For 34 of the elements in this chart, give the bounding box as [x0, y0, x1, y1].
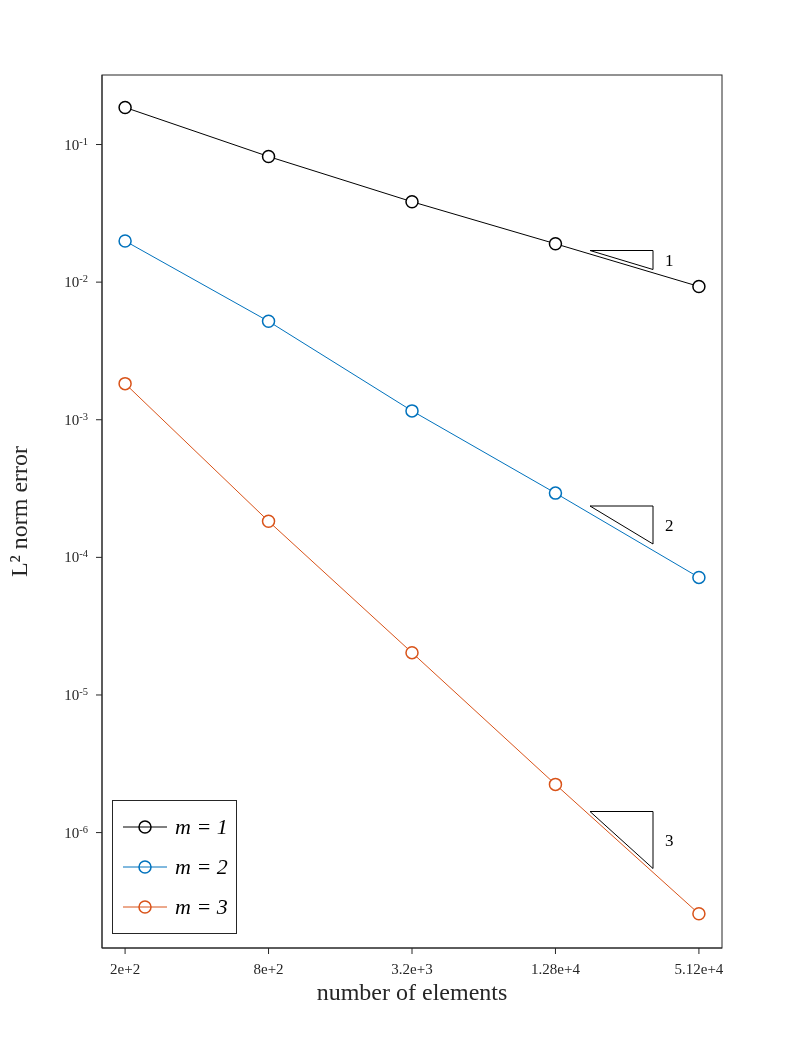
point — [118, 376, 132, 391]
point — [548, 237, 563, 251]
y-tick-label: 10$^{-6}$ — [64, 823, 88, 841]
y-tick-label: 10$^{-4}$ — [64, 547, 89, 566]
legend-label: m = 1 — [175, 814, 228, 840]
point — [261, 149, 276, 164]
x-tick-label: 2e+2 — [110, 961, 141, 977]
y-tick-label: 10$^{-5}$ — [64, 685, 88, 703]
point — [692, 570, 706, 585]
point — [261, 514, 276, 528]
legend-label: m = 3 — [175, 894, 228, 920]
y-tick-label: 10$^{-2}$ — [64, 272, 88, 291]
point — [692, 279, 706, 294]
point — [118, 100, 132, 115]
y-tick-label: 10$^{-1}$ — [64, 135, 88, 153]
point — [548, 777, 563, 792]
point — [405, 404, 419, 418]
annotation: 3 — [665, 831, 674, 850]
point — [548, 486, 563, 500]
x-tick-label: 8e+2 — [253, 961, 284, 977]
point — [405, 194, 419, 209]
point — [692, 907, 706, 921]
x-tick-label: 5.12e+4 — [674, 961, 724, 977]
y-tick-label: 10$^{-3}$ — [64, 410, 88, 428]
point — [405, 645, 419, 660]
annotation: 2 — [665, 516, 674, 535]
point — [261, 314, 276, 329]
x-tick-label: 3.2e+3 — [391, 961, 433, 977]
x-tick-label: 1.28e+4 — [531, 961, 581, 977]
legend-label: m = 2 — [175, 854, 228, 880]
x-axis-title: number of elements — [316, 979, 508, 1005]
annotation: 1 — [665, 251, 674, 270]
point — [118, 234, 132, 248]
y-axis-title: L² norm error — [6, 445, 32, 578]
